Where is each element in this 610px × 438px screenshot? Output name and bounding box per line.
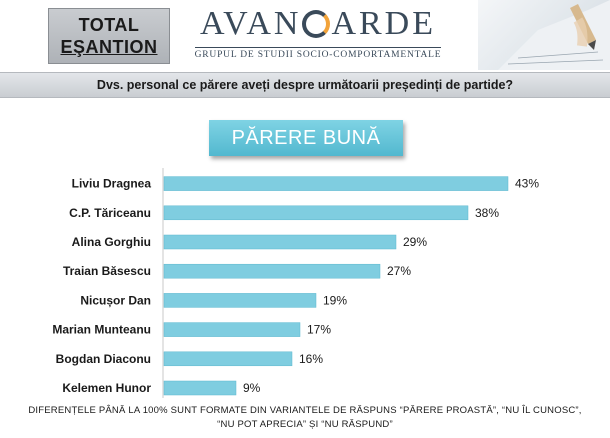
data-label: 19% xyxy=(323,293,347,307)
bar xyxy=(163,351,293,367)
category-label: Nicușor Dan xyxy=(80,293,151,307)
bar xyxy=(163,205,469,221)
footnote-line1: DIFERENȚELE PÂNĂ LA 100% SUNT FORMATE DI… xyxy=(28,405,582,416)
logo-text-right: ARDE xyxy=(331,5,436,42)
logo-g-icon xyxy=(302,10,331,38)
category-label: Kelemen Hunor xyxy=(62,381,151,395)
logo-subtitle: GRUPUL DE STUDII SOCIO-COMPORTAMENTALE xyxy=(194,47,442,60)
data-label: 27% xyxy=(387,264,411,278)
header: TOTAL EŞANTION AVAN ARDE GRUPUL DE STUDI… xyxy=(0,0,610,70)
bar xyxy=(163,176,509,191)
category-title-text: PĂRERE BUNĂ xyxy=(231,126,381,149)
footnote: DIFERENȚELE PÂNĂ LA 100% SUNT FORMATE DI… xyxy=(0,404,610,438)
category-title: PĂRERE BUNĂ xyxy=(209,120,403,156)
sample-badge-line1: TOTAL xyxy=(78,15,140,35)
bar xyxy=(163,380,237,396)
bar xyxy=(163,234,397,250)
data-label: 43% xyxy=(515,177,539,191)
question-bar: Dvs. personal ce părere aveți despre urm… xyxy=(0,72,610,98)
category-label: C.P. Tăriceanu xyxy=(69,206,151,220)
data-label: 9% xyxy=(243,381,261,395)
pen-writing-image xyxy=(478,0,610,70)
avangarde-logo: AVAN ARDE GRUPUL DE STUDII SOCIO-COMPORT… xyxy=(188,4,448,66)
category-label: Liviu Dragnea xyxy=(72,177,152,191)
category-label: Marian Munteanu xyxy=(52,323,151,337)
logo-text-left: AVAN xyxy=(199,5,302,42)
bar xyxy=(163,263,381,279)
category-label: Alina Gorghiu xyxy=(72,235,151,249)
data-label: 29% xyxy=(403,235,427,249)
question-text: Dvs. personal ce părere aveți despre urm… xyxy=(96,78,514,92)
pen-icon xyxy=(498,0,610,70)
category-label: Traian Băsescu xyxy=(63,264,151,278)
data-label: 17% xyxy=(307,323,331,337)
bar xyxy=(163,322,301,337)
logo-wordmark: AVAN ARDE xyxy=(188,4,448,44)
data-label: 16% xyxy=(299,352,323,366)
category-label: Bogdan Diaconu xyxy=(56,352,151,366)
opinion-bar-chart: Liviu Dragnea 43% C.P. Tăriceanu 38% Alina G… xyxy=(52,168,539,398)
sample-badge: TOTAL EŞANTION xyxy=(48,8,170,64)
bar xyxy=(163,293,317,308)
data-label: 38% xyxy=(475,206,499,220)
sample-badge-line2: EŞANTION xyxy=(60,37,158,57)
footnote-line2: “NU POT APRECIA” ȘI “NU RĂSPUND” xyxy=(217,419,393,430)
